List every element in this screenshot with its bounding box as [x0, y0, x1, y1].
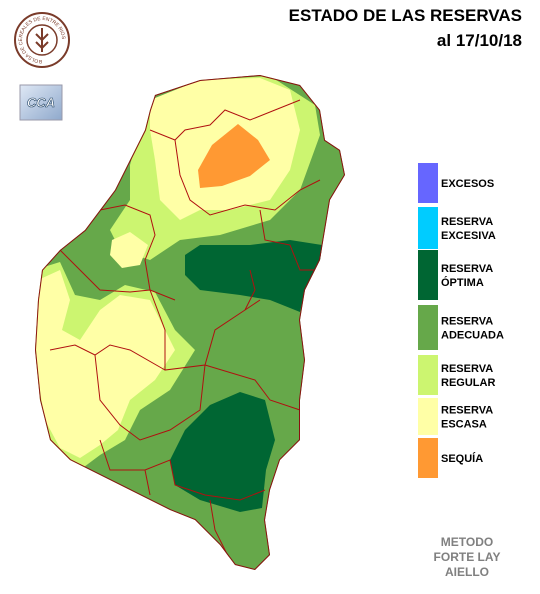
department-borders — [49, 99, 321, 561]
legend-swatch — [418, 207, 438, 249]
cca-badge — [19, 84, 63, 121]
logo-inner — [26, 24, 58, 56]
legend-swatch — [418, 398, 438, 435]
date: al 17/10/18 — [437, 31, 522, 50]
legend-label: ÓPTIMA — [441, 276, 484, 289]
legend: EXCESOSRESERVAEXCESIVARESERVAÓPTIMARESER… — [418, 163, 504, 478]
logo: BOLSA DE CEREALES DE ENTRE RIOS CCA — [14, 12, 70, 121]
title: ESTADO DE LAS RESERVAS — [289, 6, 522, 25]
zone-escasa — [35, 270, 175, 458]
legend-label: ADECUADA — [441, 330, 504, 342]
legend-swatch — [418, 163, 438, 203]
zone-escasa — [110, 232, 148, 268]
legend-label: RESERVA — [441, 405, 493, 417]
legend-label: RESERVA — [441, 316, 493, 328]
method-text: AIELLO — [445, 565, 489, 579]
legend-label: RESERVA — [441, 263, 493, 275]
legend-label: EXCESOS — [441, 178, 494, 190]
logo-wheat — [35, 28, 49, 52]
legend-swatch — [418, 438, 438, 478]
cca-text: CCA — [27, 95, 55, 110]
legend-swatch — [418, 355, 438, 395]
legend-swatch — [418, 250, 438, 300]
legend-label: RESERVA — [441, 216, 493, 228]
legend-label: ESCASA — [441, 419, 487, 431]
legend-label: RESERVA — [441, 363, 493, 375]
legend-label: REGULAR — [441, 377, 495, 389]
zone-optima — [170, 392, 275, 512]
zone-sequia — [198, 124, 270, 188]
zone-optima — [185, 240, 322, 312]
legend-swatch — [418, 305, 438, 350]
legend-label: EXCESIVA — [441, 230, 496, 242]
legend-label: SEQUÍA — [441, 452, 483, 465]
method-text: METODO — [441, 535, 493, 549]
method-text: FORTE LAY — [434, 550, 501, 564]
